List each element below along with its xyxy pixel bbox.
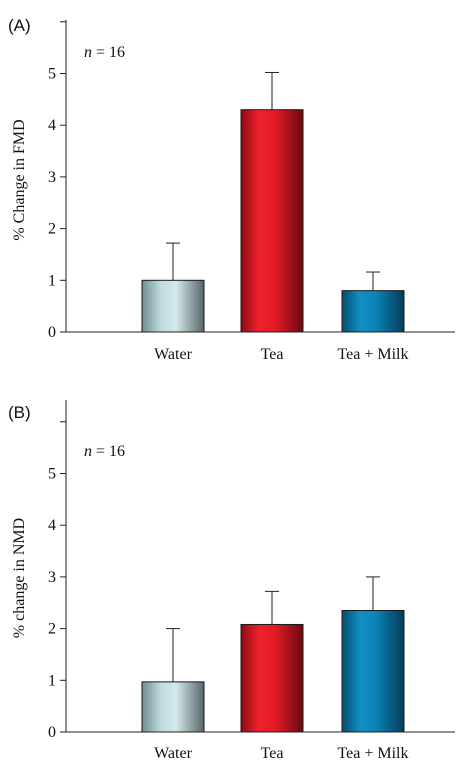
sample-size-n-a: n xyxy=(84,44,92,61)
bar-water-b xyxy=(141,681,205,733)
error-bars-a xyxy=(166,71,380,291)
error-bars-b xyxy=(166,576,380,682)
y-tick-label-4-a: 4 xyxy=(48,117,56,134)
sample-size-n-b: n xyxy=(84,443,92,460)
y-tick-label-2-b: 2 xyxy=(48,621,56,638)
panel-label-a: (A) xyxy=(8,16,31,35)
x-category-labels-a: Water Tea Tea + Milk xyxy=(154,346,408,363)
bars-b xyxy=(141,610,405,733)
chart-panel-b: (B) n = 16 % change in NMD 0 1 2 3 4 5 Water T… xyxy=(8,400,455,760)
bar-water-a xyxy=(141,279,205,333)
y-tick-label-0-a: 0 xyxy=(48,324,56,341)
axes-b xyxy=(65,400,455,733)
chart-panel-a: (A) n = 16 % Change in FMD 0 1 2 3 4 5 Water T… xyxy=(8,16,455,363)
x-category-label-2-a: Tea xyxy=(261,346,284,363)
x-category-label-2-b: Tea xyxy=(261,745,284,760)
x-category-label-3-a: Tea + Milk xyxy=(338,346,409,363)
bars-a xyxy=(141,109,405,333)
panel-label-b: (B) xyxy=(8,403,31,422)
y-tick-label-1-a: 1 xyxy=(48,272,56,289)
y-tick-label-5-b: 5 xyxy=(48,466,56,483)
y-axis-title-a: % Change in FMD xyxy=(11,119,28,240)
x-category-label-1-b: Water xyxy=(154,745,192,760)
sample-size-annotation-a: n = 16 xyxy=(84,44,125,61)
bar-tea-b xyxy=(240,623,304,733)
y-tick-label-1-b: 1 xyxy=(48,672,56,689)
y-tick-label-2-a: 2 xyxy=(48,221,56,238)
sample-size-value-a: = 16 xyxy=(92,44,125,61)
bar-tea-milk-b xyxy=(341,610,405,733)
bar-tea-a xyxy=(240,109,304,333)
x-category-label-3-b: Tea + Milk xyxy=(338,745,409,760)
y-tick-label-0-b: 0 xyxy=(48,724,56,741)
y-ticks-a: 0 1 2 3 4 5 xyxy=(48,21,66,341)
x-category-label-1-a: Water xyxy=(154,346,192,363)
y-tick-label-3-a: 3 xyxy=(48,169,56,186)
bar-tea-milk-a xyxy=(341,290,405,333)
sample-size-annotation-b: n = 16 xyxy=(84,443,125,460)
y-tick-label-3-b: 3 xyxy=(48,569,56,586)
y-ticks-b: 0 1 2 3 4 5 xyxy=(48,421,66,741)
x-category-labels-b: Water Tea Tea + Milk xyxy=(154,745,408,760)
sample-size-value-b: = 16 xyxy=(92,443,125,460)
y-tick-label-4-b: 4 xyxy=(48,517,56,534)
y-axis-title-b: % change in NMD xyxy=(11,518,28,638)
y-tick-label-5-a: 5 xyxy=(48,66,56,83)
